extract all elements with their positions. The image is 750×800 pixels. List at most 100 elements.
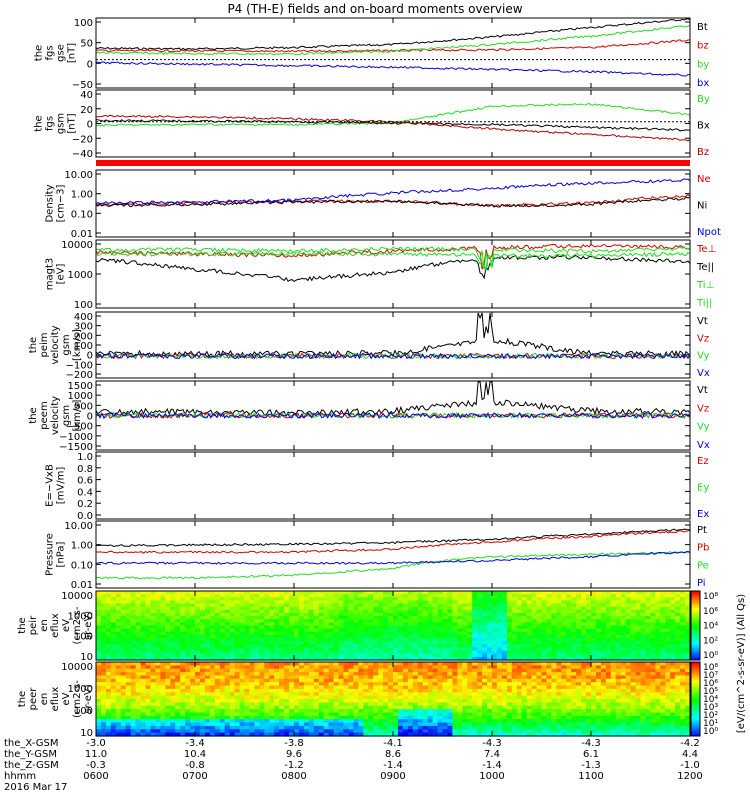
spectro-cell [373, 662, 379, 666]
spectro-cell [482, 638, 488, 642]
spectro-cell [496, 672, 503, 677]
spectro-cell [516, 699, 523, 703]
spectro-cell [110, 647, 117, 652]
spectro-cell [105, 709, 112, 714]
spectro-cell [294, 725, 300, 730]
spectro-cell [105, 609, 112, 614]
spectro-cell [333, 609, 340, 614]
spectro-cell [155, 675, 161, 680]
spectro-cell [531, 656, 538, 661]
spectro-cell [244, 719, 250, 724]
spectro-cell [556, 699, 562, 703]
spectro-cell [254, 709, 260, 714]
spectro-cell [571, 644, 577, 648]
spectro-cell [289, 644, 295, 648]
spectro-cell [101, 675, 107, 680]
spectro-cell [600, 600, 607, 605]
spectro-cell [650, 631, 656, 636]
spectro-cell [308, 631, 315, 636]
spectro-cell [467, 725, 473, 730]
spectro-cell [308, 732, 315, 737]
spectro-cell [214, 662, 221, 666]
spectro-cell [185, 699, 191, 703]
spectro-cell [155, 613, 161, 617]
spectro-cell [303, 699, 310, 703]
spectro-cell [492, 653, 498, 658]
spectro-cell [467, 695, 473, 700]
spectro-cell [670, 634, 676, 639]
spectro-cell [561, 675, 567, 680]
spectro-cell [670, 638, 676, 642]
spectro-cell [284, 647, 290, 652]
spectro-cell [254, 606, 260, 611]
spectro-cell [581, 644, 587, 648]
spectro-cell [373, 641, 379, 645]
spectro-cell [526, 647, 533, 652]
spectro-cell [244, 656, 250, 661]
spectro-cell [244, 603, 250, 608]
spectro-cell [279, 628, 285, 633]
spectro-cell [665, 647, 671, 652]
spectro-cell [140, 715, 147, 720]
spectro-cell [338, 597, 345, 601]
spectro-cell [284, 609, 290, 614]
spectro-cell [130, 665, 137, 670]
spectro-cell [249, 725, 255, 730]
spectro-cell [140, 603, 147, 608]
spectro-cell [308, 715, 315, 720]
spectro-cell [506, 600, 513, 605]
spectro-cell [482, 715, 488, 720]
spectro-cell [348, 662, 354, 666]
spectro-cell [96, 668, 102, 673]
spectro-cell [318, 591, 325, 595]
spectro-cell [516, 600, 523, 605]
spectro-cell [492, 662, 498, 666]
spectro-cell [645, 628, 651, 633]
spectro-cell [274, 685, 280, 690]
spectro-cell [373, 722, 379, 727]
spectro-cell [140, 672, 147, 677]
spectro-cell [536, 732, 542, 737]
spectro-cell [254, 712, 260, 717]
spectro-cell [605, 638, 612, 642]
spectro-cell [665, 591, 671, 595]
spectro-cell [249, 695, 255, 700]
spectro-cell [190, 647, 196, 652]
spectro-cell [313, 591, 320, 595]
spectro-cell [115, 653, 122, 658]
spectro-cell [496, 591, 503, 595]
spectro-cell [511, 709, 518, 714]
spectro-cell [412, 600, 419, 605]
spectro-cell [333, 616, 340, 620]
spectro-cell [427, 653, 434, 658]
spectro-cell [155, 715, 161, 720]
spectro-cell [432, 675, 439, 680]
spectro-cell [437, 634, 444, 639]
spectro-cell [254, 631, 260, 636]
spectro-cell [289, 702, 295, 707]
spectro-cell [348, 609, 354, 614]
spectro-cell [135, 625, 142, 630]
spectro-cell [239, 685, 246, 690]
spectro-cell [299, 656, 305, 661]
spectro-cell [338, 682, 345, 687]
spectro-cell [289, 634, 295, 639]
spectro-cell [467, 619, 473, 623]
spectro-cell [279, 672, 285, 677]
spectro-cell [442, 638, 448, 642]
spectro-cell [397, 594, 404, 598]
spectro-cell [482, 725, 488, 730]
spectro-cell [279, 622, 285, 627]
spectro-cell [670, 641, 676, 645]
spectro-cell [402, 715, 409, 720]
spectro-cell [125, 692, 132, 697]
spectro-cell [318, 638, 325, 642]
spectro-cell [294, 609, 300, 614]
spectro-cell [294, 600, 300, 605]
spectro-cell [467, 688, 473, 693]
spectro-cell [155, 668, 161, 673]
spectro-cell [531, 650, 538, 655]
spectro-cell [165, 719, 171, 724]
spectro-cell [165, 702, 171, 707]
spectro-cell [457, 688, 463, 693]
